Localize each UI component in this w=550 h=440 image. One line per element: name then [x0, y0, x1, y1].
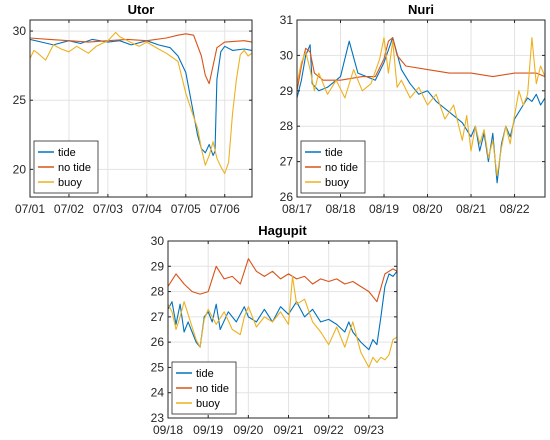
x-tick-label: 09/20 — [233, 423, 263, 437]
series-line-buoy — [168, 275, 397, 368]
y-tick-label: 28 — [280, 119, 294, 133]
series-line-no-tide — [168, 258, 397, 303]
legend-label: no tide — [58, 162, 91, 174]
x-tick-label: 08/21 — [456, 202, 486, 216]
series-group — [30, 31, 252, 175]
x-tick-label: 07/04 — [132, 202, 162, 216]
y-tick-label: 29 — [151, 259, 165, 273]
legend-label: buoy — [196, 398, 220, 410]
y-tick-label: 26 — [151, 335, 165, 349]
y-tick-label: 28 — [151, 285, 165, 299]
x-tick-label: 08/17 — [282, 202, 312, 216]
chart-panel-1: 08/17 08/18 08/19 08/20 08/21 08/22 26 27 28 29 30… — [280, 2, 546, 216]
x-tick-label: 09/18 — [153, 423, 183, 437]
axes-box — [296, 19, 546, 198]
legend-label: no tide — [325, 162, 358, 174]
legend: tide no tide buoy — [33, 140, 99, 194]
axes-box — [29, 19, 253, 198]
x-tick-label: 09/19 — [193, 423, 223, 437]
x-tick-label: 07/05 — [171, 202, 201, 216]
y-tick-label: 26 — [280, 190, 294, 204]
series-line-no-tide — [30, 33, 252, 85]
x-tick-label: 08/22 — [500, 202, 530, 216]
series-line-no-tide — [297, 37, 545, 91]
y-tick-label: 30 — [13, 24, 27, 38]
y-tick-label: 27 — [151, 310, 165, 324]
legend: tide no tide buoy — [300, 140, 366, 194]
series-group — [168, 258, 397, 368]
y-tick-label: 30 — [151, 234, 165, 248]
legend-label: buoy — [325, 177, 349, 189]
x-tick-label: 09/22 — [314, 423, 344, 437]
series-group — [297, 37, 545, 184]
x-tick-label: 08/19 — [369, 202, 399, 216]
chart-title: Nuri — [408, 2, 434, 17]
legend-label: tide — [58, 147, 76, 159]
axes-box — [167, 240, 398, 419]
legend-label: tide — [196, 368, 214, 380]
legend: tide no tide buoy — [171, 361, 237, 415]
x-tick-label: 08/18 — [325, 202, 355, 216]
y-tick-label: 30 — [280, 48, 294, 62]
x-tick-label: 07/01 — [15, 202, 45, 216]
y-tick-label: 24 — [151, 386, 165, 400]
chart-panel-0: 07/01 07/02 07/03 07/04 07/05 07/06 20 25 30 Utor… — [13, 2, 253, 216]
series-line-buoy — [297, 37, 545, 177]
x-tick-label: 07/03 — [93, 202, 123, 216]
x-tick-label: 07/02 — [54, 202, 84, 216]
y-tick-label: 25 — [151, 360, 165, 374]
y-tick-label: 20 — [13, 162, 27, 176]
legend-label: buoy — [58, 177, 82, 189]
y-tick-label: 29 — [280, 84, 294, 98]
y-tick-label: 25 — [13, 93, 27, 107]
chart-title: Utor — [128, 2, 155, 17]
x-tick-label: 07/06 — [210, 202, 240, 216]
y-tick-label: 27 — [280, 155, 294, 169]
legend-label: tide — [325, 147, 343, 159]
y-tick-label: 23 — [151, 411, 165, 425]
x-tick-label: 08/20 — [413, 202, 443, 216]
chart-title: Hagupit — [258, 223, 307, 238]
series-line-buoy — [30, 31, 252, 175]
legend-label: no tide — [196, 383, 229, 395]
legend-box — [300, 140, 366, 194]
x-tick-label: 09/21 — [274, 423, 304, 437]
x-tick-label: 09/23 — [354, 423, 384, 437]
chart-panel-2: 09/18 09/19 09/20 09/21 09/22 09/23 23 24 25 26 27… — [151, 223, 398, 437]
y-tick-label: 31 — [280, 13, 294, 27]
